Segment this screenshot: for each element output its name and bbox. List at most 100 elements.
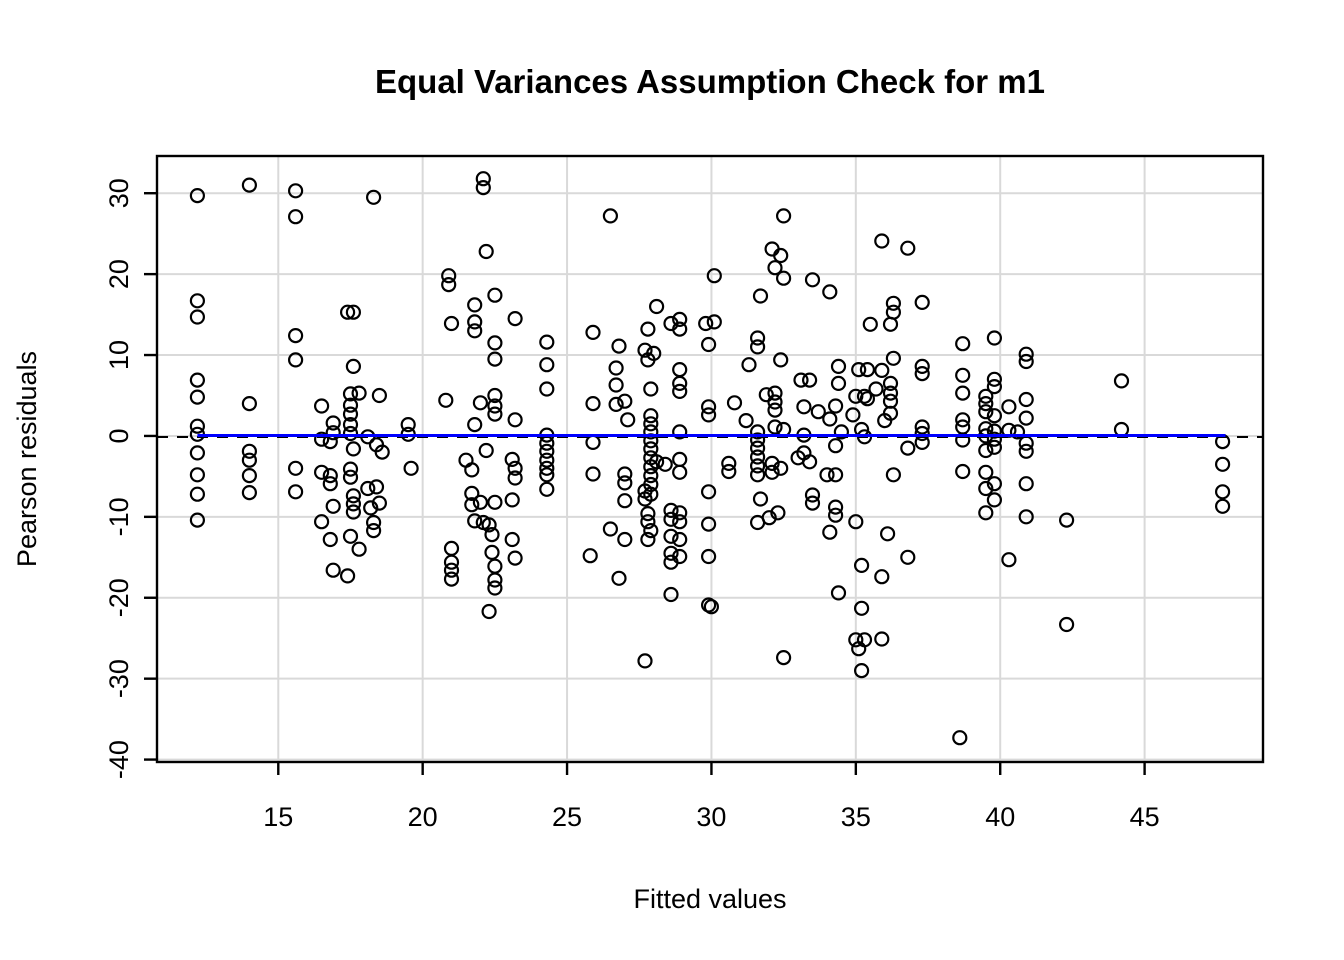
data-point xyxy=(504,451,520,467)
data-point xyxy=(700,516,717,532)
data-point xyxy=(646,345,662,361)
data-point xyxy=(1018,391,1034,408)
data-point xyxy=(1018,476,1034,492)
data-point xyxy=(345,441,361,457)
data-point xyxy=(487,406,503,422)
data-point xyxy=(241,468,257,484)
data-point xyxy=(314,464,330,480)
data-point xyxy=(640,531,656,548)
data-point xyxy=(1113,373,1130,389)
data-point xyxy=(189,467,205,483)
data-point xyxy=(819,467,835,483)
data-point xyxy=(643,381,659,397)
y-tick-label: 10 xyxy=(104,340,134,370)
data-point xyxy=(374,444,390,460)
data-point xyxy=(663,502,679,518)
data-point xyxy=(643,522,659,539)
data-point xyxy=(885,467,902,483)
data-point xyxy=(853,557,870,574)
data-point xyxy=(663,586,679,603)
data-point xyxy=(703,599,720,615)
data-point xyxy=(189,188,205,204)
data-point xyxy=(978,396,994,412)
data-point xyxy=(345,488,361,504)
data-point xyxy=(342,397,359,413)
data-point xyxy=(400,417,416,433)
data-point xyxy=(314,514,330,530)
data-point xyxy=(288,460,304,476)
data-point xyxy=(620,412,636,428)
data-point xyxy=(366,522,382,539)
x-tick-label: 15 xyxy=(263,802,293,832)
data-point xyxy=(585,466,601,482)
data-point xyxy=(700,399,717,415)
data-point xyxy=(796,399,812,415)
data-point xyxy=(345,504,361,520)
data-point xyxy=(481,603,497,620)
y-tick-label: 0 xyxy=(104,428,134,443)
data-point xyxy=(189,445,205,461)
y-tick-label: -40 xyxy=(104,740,134,779)
data-point xyxy=(322,476,338,492)
data-point xyxy=(366,514,382,531)
data-point xyxy=(827,398,844,414)
data-point xyxy=(773,352,789,368)
data-point xyxy=(986,423,1003,439)
data-point xyxy=(882,405,899,421)
data-point xyxy=(371,387,387,404)
data-point xyxy=(879,526,896,542)
data-point xyxy=(322,531,338,548)
x-axis-tick-labels: 15 20 25 30 35 40 45 xyxy=(263,802,1159,832)
data-point xyxy=(288,484,304,500)
data-point xyxy=(342,417,359,433)
x-tick-label: 40 xyxy=(985,802,1015,832)
data-point xyxy=(640,514,656,530)
data-point xyxy=(978,464,994,480)
data-point xyxy=(611,570,627,586)
data-point xyxy=(189,293,205,309)
data-point xyxy=(637,342,653,358)
data-point xyxy=(189,309,205,325)
data-point xyxy=(955,412,971,428)
data-point xyxy=(767,385,783,401)
data-point xyxy=(882,316,899,332)
data-point xyxy=(804,272,821,288)
data-point xyxy=(830,585,847,601)
plot-box xyxy=(155,154,1265,764)
data-point xyxy=(833,424,850,440)
data-point xyxy=(749,458,766,474)
data-point xyxy=(189,389,205,405)
data-point xyxy=(986,330,1003,346)
data-point xyxy=(700,407,717,423)
data-point xyxy=(848,514,864,530)
x-tick-label: 20 xyxy=(408,802,438,832)
data-point xyxy=(342,425,359,442)
data-point xyxy=(1018,353,1034,370)
data-point xyxy=(764,455,780,471)
data-point xyxy=(443,562,460,578)
data-point xyxy=(325,425,341,441)
data-point xyxy=(340,568,356,584)
data-point xyxy=(749,432,766,448)
data-point xyxy=(1009,424,1026,440)
data-point xyxy=(507,470,523,486)
data-point xyxy=(288,352,304,368)
data-point xyxy=(288,209,304,225)
data-point xyxy=(351,385,367,401)
data-point xyxy=(827,499,844,515)
data-point xyxy=(487,494,503,510)
data-point xyxy=(1214,498,1231,514)
data-point xyxy=(663,528,679,544)
data-point xyxy=(885,304,902,320)
data-point xyxy=(443,554,460,570)
data-point xyxy=(721,455,737,471)
data-point xyxy=(955,432,971,448)
y-tick-label: 20 xyxy=(104,259,134,289)
data-point xyxy=(1018,443,1034,459)
data-point xyxy=(443,540,460,557)
data-point xyxy=(978,404,994,420)
data-point xyxy=(342,469,359,485)
data-point xyxy=(608,377,624,393)
data-point xyxy=(602,521,619,537)
